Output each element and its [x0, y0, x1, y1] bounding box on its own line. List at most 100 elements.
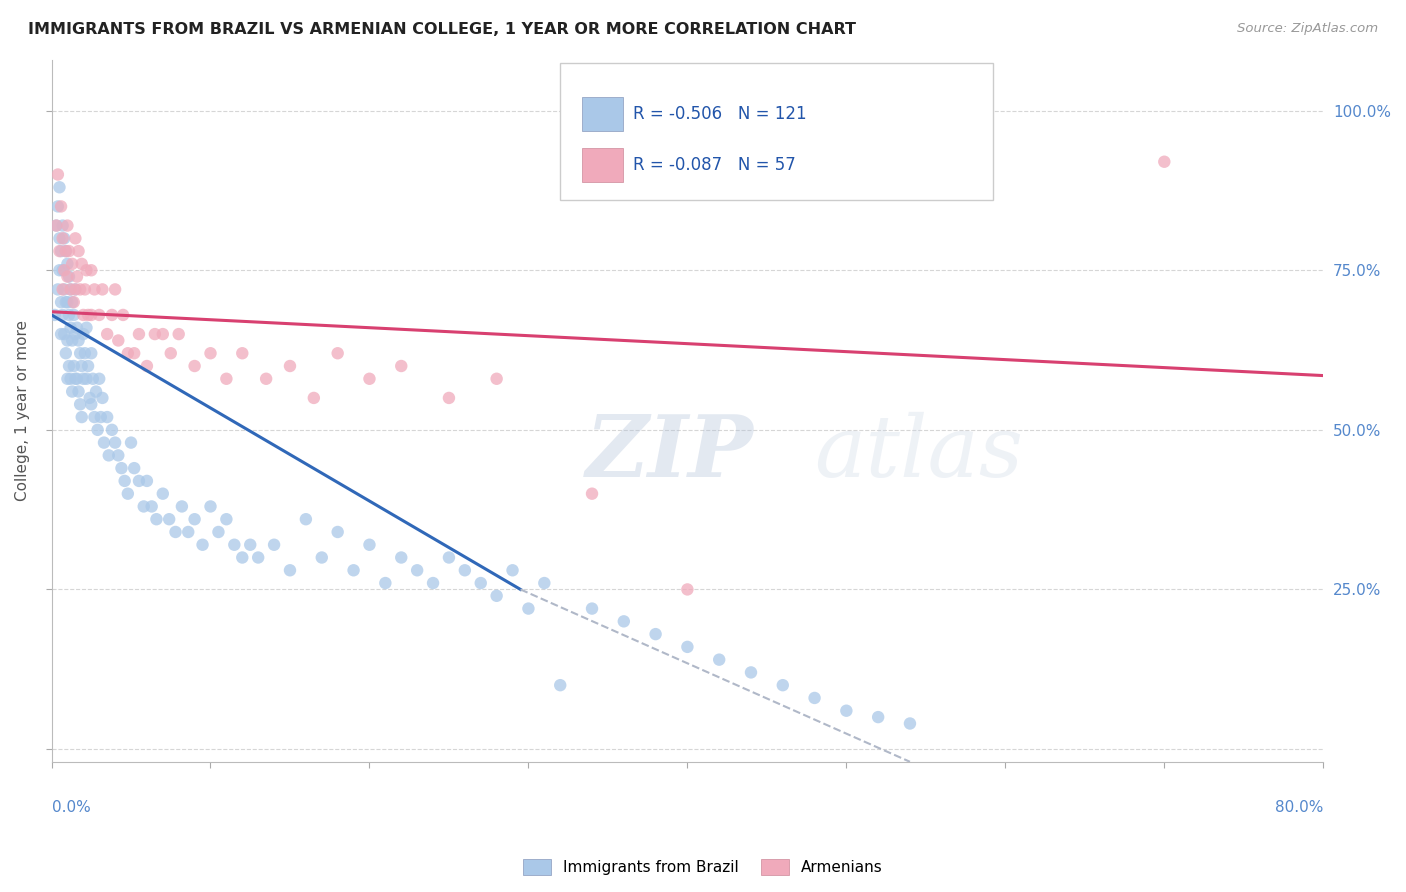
Point — [143, 327, 166, 342]
Point — [53, 327, 76, 342]
Point — [65, 282, 87, 296]
Text: R = -0.506   N = 121: R = -0.506 N = 121 — [633, 104, 807, 123]
Text: IMMIGRANTS FROM BRAZIL VS ARMENIAN COLLEGE, 1 YEAR OR MORE CORRELATION CHART: IMMIGRANTS FROM BRAZIL VS ARMENIAN COLLE… — [28, 22, 856, 37]
Point — [69, 282, 91, 296]
Bar — [582, 148, 623, 182]
Point — [145, 512, 167, 526]
Point — [90, 410, 112, 425]
Point — [76, 320, 98, 334]
Point — [52, 219, 75, 233]
Point — [128, 327, 150, 342]
Point — [128, 474, 150, 488]
Point — [183, 359, 205, 373]
Point — [359, 538, 381, 552]
Y-axis label: College, 1 year or more: College, 1 year or more — [15, 320, 30, 501]
Point — [59, 282, 82, 296]
Point — [65, 231, 87, 245]
Point — [709, 653, 731, 667]
Point — [97, 449, 120, 463]
Point — [56, 257, 79, 271]
Point — [644, 627, 666, 641]
Point — [278, 359, 301, 373]
Point — [73, 346, 96, 360]
Point — [159, 346, 181, 360]
FancyBboxPatch shape — [560, 63, 993, 200]
Point — [46, 282, 69, 296]
Point — [48, 263, 70, 277]
Point — [803, 690, 825, 705]
Point — [86, 423, 108, 437]
Point — [91, 282, 114, 296]
Point — [107, 449, 129, 463]
Point — [67, 384, 90, 399]
Point — [65, 327, 87, 342]
Point — [49, 327, 72, 342]
Point — [177, 524, 200, 539]
Point — [62, 308, 84, 322]
Point — [868, 710, 890, 724]
Point — [374, 576, 396, 591]
Point — [70, 359, 93, 373]
Point — [80, 397, 103, 411]
Point — [165, 524, 187, 539]
Point — [46, 199, 69, 213]
Point — [437, 391, 460, 405]
Point — [73, 282, 96, 296]
Point — [70, 257, 93, 271]
Point — [80, 308, 103, 322]
Point — [69, 397, 91, 411]
Text: 80.0%: 80.0% — [1275, 800, 1323, 815]
Point — [56, 334, 79, 348]
Point — [65, 372, 87, 386]
Bar — [582, 97, 623, 130]
Point — [96, 410, 118, 425]
Point — [66, 372, 89, 386]
Point — [72, 308, 94, 322]
Point — [56, 372, 79, 386]
Point — [49, 199, 72, 213]
Point — [45, 219, 67, 233]
Point — [422, 576, 444, 591]
Point — [53, 231, 76, 245]
Point — [342, 563, 364, 577]
Point — [55, 295, 77, 310]
Point — [141, 500, 163, 514]
Point — [58, 269, 80, 284]
Point — [122, 346, 145, 360]
Point — [485, 589, 508, 603]
Point — [58, 244, 80, 259]
Point — [581, 486, 603, 500]
Point — [104, 282, 127, 296]
Point — [80, 263, 103, 277]
Point — [70, 410, 93, 425]
Point — [46, 168, 69, 182]
Point — [104, 435, 127, 450]
Point — [45, 219, 67, 233]
Point — [101, 308, 124, 322]
Point — [278, 563, 301, 577]
Point — [48, 231, 70, 245]
Point — [67, 334, 90, 348]
Point — [82, 372, 104, 386]
Point — [72, 372, 94, 386]
Point — [135, 359, 157, 373]
Text: atlas: atlas — [814, 411, 1024, 494]
Point — [676, 582, 699, 597]
Point — [263, 538, 285, 552]
Point — [67, 244, 90, 259]
Point — [200, 500, 222, 514]
Point — [56, 269, 79, 284]
Point — [60, 384, 83, 399]
Point — [91, 391, 114, 405]
Point — [231, 346, 253, 360]
Point — [77, 359, 100, 373]
Point — [231, 550, 253, 565]
Point — [502, 563, 524, 577]
Point — [84, 384, 107, 399]
Point — [326, 524, 349, 539]
Point — [239, 538, 262, 552]
Point — [581, 601, 603, 615]
Point — [117, 346, 139, 360]
Legend: Immigrants from Brazil, Armenians: Immigrants from Brazil, Armenians — [519, 855, 887, 880]
Point — [101, 423, 124, 437]
